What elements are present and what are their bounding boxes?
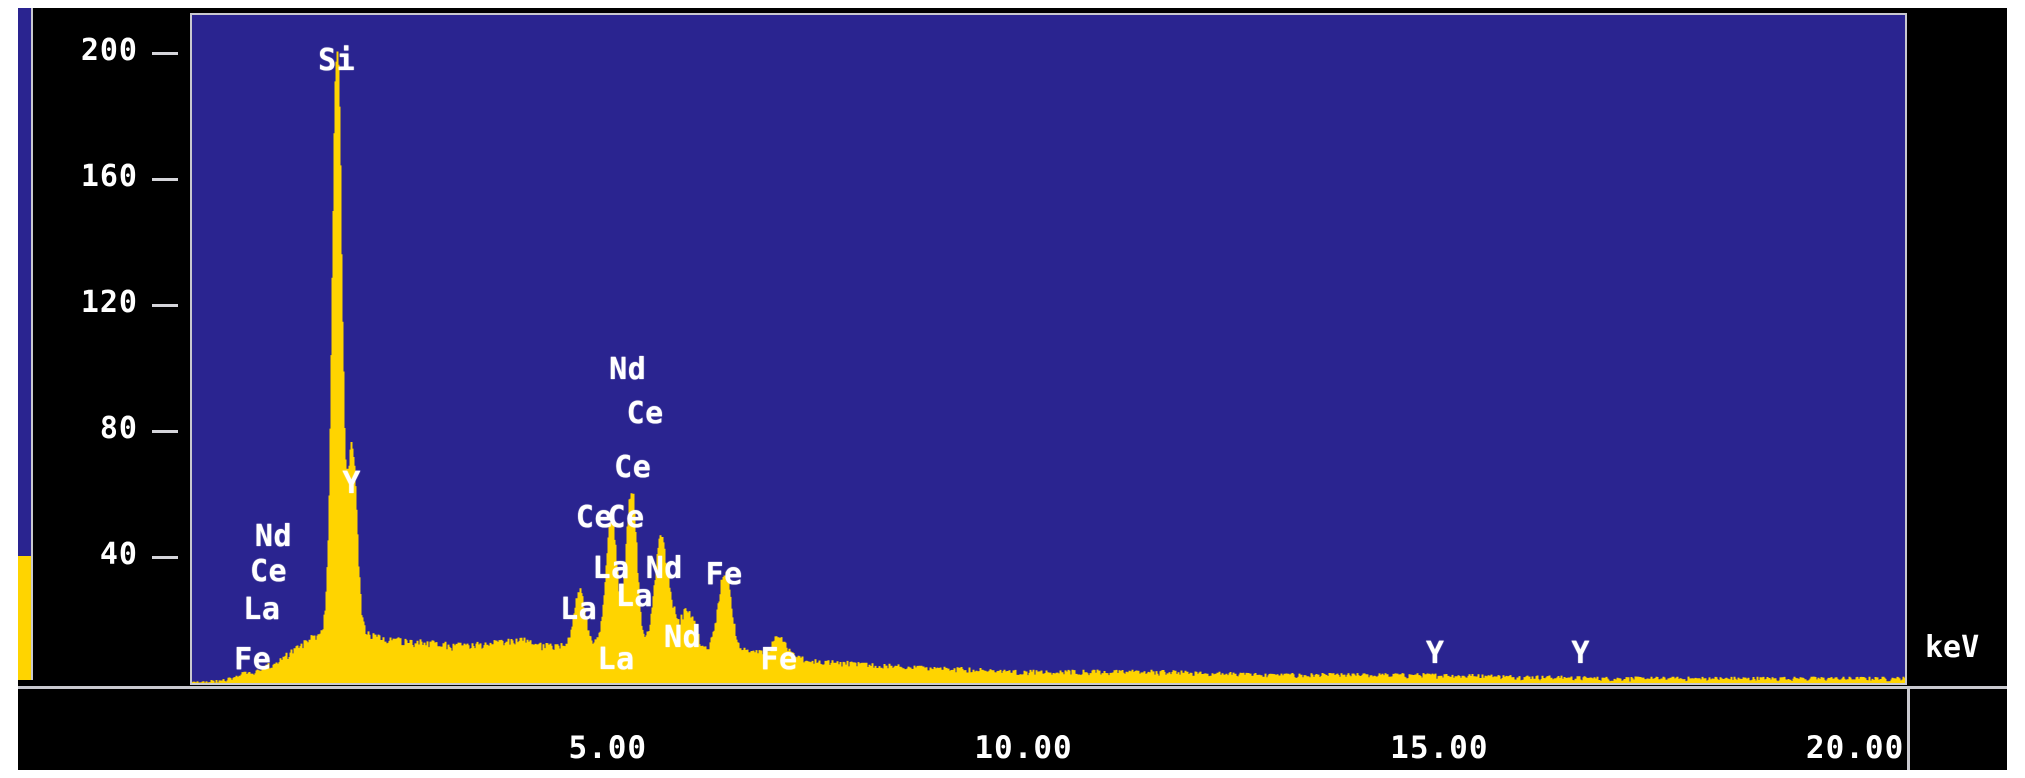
spectrum-plot-area[interactable] <box>190 13 1907 685</box>
adjacent-spectrum-sliver <box>18 8 33 680</box>
x-axis-right-frame <box>1907 686 1910 770</box>
x-axis-tick-label: 15.00 <box>1390 730 1489 766</box>
y-axis-tick-label: 120 <box>80 284 138 320</box>
spectrum-fill-path <box>192 51 1905 683</box>
y-axis-tick-label: 80 <box>99 410 138 446</box>
adjacent-spectrum-fill <box>18 556 31 680</box>
y-axis-tick-label: 40 <box>99 536 138 572</box>
x-axis-tick-label: 5.00 <box>568 730 648 766</box>
x-axis-tick-label: 20.00 <box>1805 730 1905 766</box>
x-axis-unit-label: keV <box>1925 630 1980 665</box>
y-axis-tick-label: 160 <box>80 158 138 194</box>
x-axis-band <box>18 686 2007 770</box>
y-axis-tick-mark <box>152 51 178 55</box>
y-axis-tick-label: 200 <box>80 32 138 68</box>
y-axis-tick-mark <box>152 177 178 181</box>
y-axis-tick-mark <box>152 429 178 433</box>
y-axis-tick-mark <box>152 303 178 307</box>
x-axis-tick-label: 10.00 <box>974 730 1073 766</box>
y-axis-tick-mark <box>152 555 178 559</box>
spectrum-trace <box>192 51 1905 683</box>
